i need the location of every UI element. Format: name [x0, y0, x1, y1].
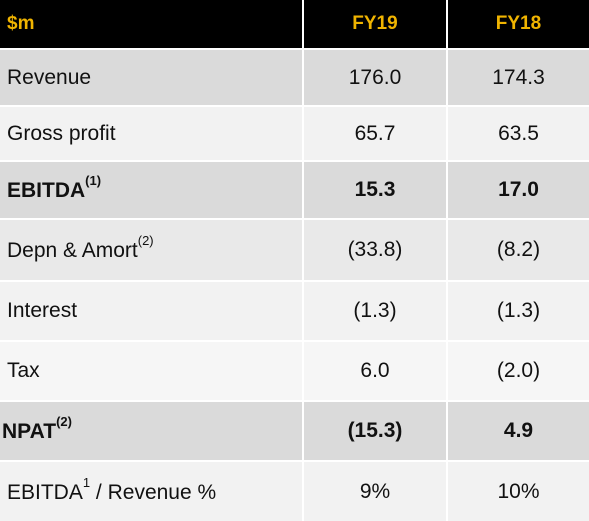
row-label: EBITDA(1) [7, 173, 101, 203]
value-cell: (1.3) [448, 282, 589, 340]
value-cell: 10% [448, 462, 589, 521]
value-cell: 174.3 [448, 50, 589, 105]
value-cell: 9% [304, 462, 446, 521]
value-cell: (15.3) [304, 402, 446, 460]
row-label-cell: Interest [0, 282, 302, 340]
value-cell: (1.3) [304, 282, 446, 340]
footnote-ref: (1) [85, 173, 102, 188]
label-text: EBITDA [7, 480, 83, 504]
value-cell: 6.0 [304, 342, 446, 400]
row-label-cell: Gross profit [0, 107, 302, 160]
value-cell: (33.8) [304, 220, 446, 280]
label-text: Revenue [7, 65, 92, 89]
value-cell: 176.0 [304, 50, 446, 105]
label-text: EBITDA [7, 179, 86, 202]
header-cell: FY19 [304, 0, 446, 48]
label-text: NPAT [2, 420, 57, 443]
footnote-ref: (2) [56, 414, 72, 429]
value-cell: 63.5 [448, 107, 589, 160]
header-cell: $m [0, 0, 302, 48]
row-label: NPAT(2) [2, 414, 72, 444]
row-label: Interest [7, 299, 77, 323]
row-label-cell: Tax [0, 342, 302, 400]
row-label: EBITDA1 / Revenue % [7, 475, 217, 505]
value-cell: (2.0) [448, 342, 589, 400]
row-label: Revenue [7, 66, 91, 90]
label-text: Depn & Amort [7, 239, 138, 262]
row-label-cell: Revenue [0, 50, 302, 105]
header-cell: FY18 [448, 0, 589, 48]
row-label-cell: Depn & Amort(2) [0, 220, 302, 280]
row-label-cell: EBITDA(1) [0, 162, 302, 218]
label-text: / Revenue % [90, 480, 217, 504]
label-text: Gross profit [7, 121, 116, 145]
value-cell: 4.9 [448, 402, 589, 460]
row-label-cell: NPAT(2) [0, 402, 302, 460]
label-text: Interest [7, 299, 78, 322]
label-text: Tax [7, 359, 40, 382]
value-cell: 65.7 [304, 107, 446, 160]
row-label-cell: EBITDA1 / Revenue % [0, 462, 302, 521]
row-label: Depn & Amort(2) [7, 233, 154, 263]
footnote-ref: (2) [137, 233, 154, 248]
footnote-ref: 1 [82, 474, 91, 490]
row-label: Tax [7, 359, 40, 383]
value-cell: (8.2) [448, 220, 589, 280]
value-cell: 17.0 [448, 162, 589, 218]
row-label: Gross profit [7, 122, 116, 146]
value-cell: 15.3 [304, 162, 446, 218]
